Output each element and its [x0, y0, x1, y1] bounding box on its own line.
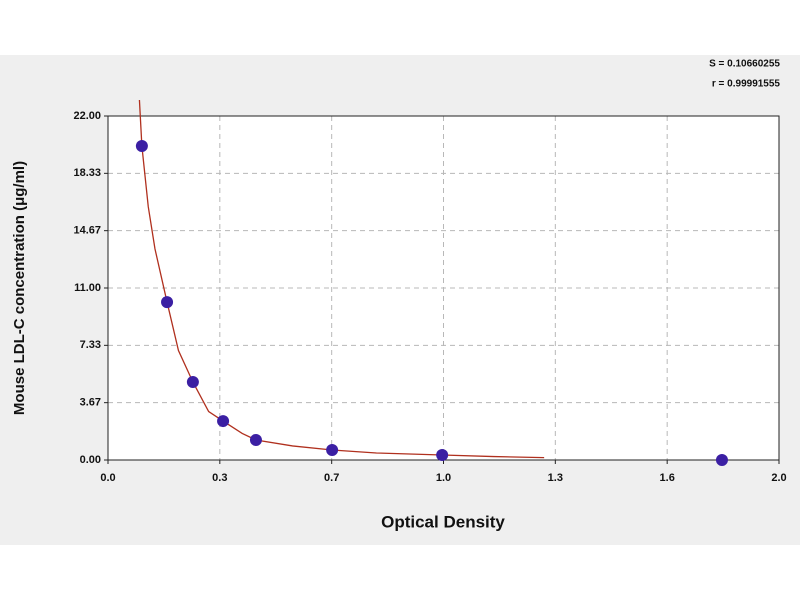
data-point	[161, 296, 174, 309]
y-axis-label: Mouse LDL-C concentration (μg/ml)	[11, 161, 28, 415]
x-tick-label: 1.0	[436, 472, 451, 484]
stat-r: r = 0.99991555	[712, 79, 781, 90]
y-tick-label: 7.33	[80, 339, 101, 351]
x-tick-label: 2.0	[771, 472, 786, 484]
x-tick-label: 0.0	[100, 472, 115, 484]
y-tick-label: 3.67	[80, 397, 101, 409]
x-tick-label: 0.3	[212, 472, 227, 484]
x-axis-label: Optical Density	[381, 512, 505, 531]
data-point	[436, 448, 449, 461]
y-tick-label: 11.00	[74, 282, 101, 294]
data-point	[326, 443, 339, 456]
data-point	[217, 415, 230, 428]
x-tick-label: 1.3	[548, 472, 563, 484]
data-point	[135, 140, 148, 153]
data-point	[249, 433, 262, 446]
x-tick-label: 0.7	[324, 472, 339, 484]
y-tick-label: 22.00	[73, 110, 101, 122]
y-tick-label: 0.00	[80, 454, 101, 466]
y-tick-label: 14.67	[73, 225, 101, 237]
x-tick-label: 1.6	[660, 472, 675, 484]
data-point	[186, 375, 199, 388]
stat-s: S = 0.10660255	[709, 59, 780, 70]
y-tick-label: 18.33	[73, 167, 101, 179]
data-point	[715, 454, 728, 466]
